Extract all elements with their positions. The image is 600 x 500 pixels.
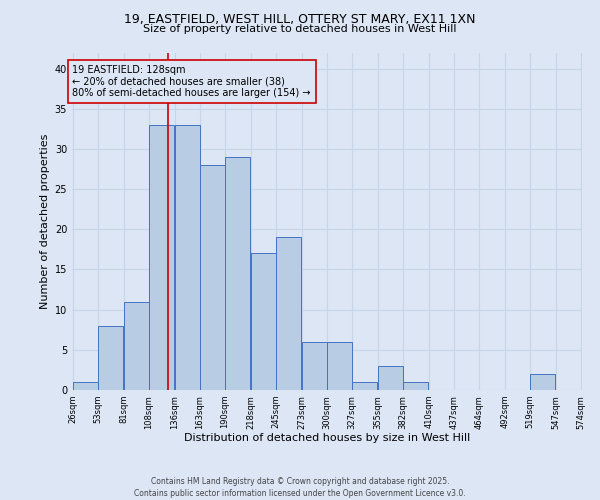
Bar [124, 302, 149, 390]
Bar [251, 254, 275, 390]
Bar [277, 238, 301, 390]
Bar [149, 125, 173, 390]
Bar [226, 157, 250, 390]
Text: 19 EASTFIELD: 128sqm
← 20% of detached houses are smaller (38)
80% of semi-detac: 19 EASTFIELD: 128sqm ← 20% of detached h… [73, 64, 311, 98]
Bar [175, 125, 200, 390]
Bar [302, 342, 326, 390]
Text: 19, EASTFIELD, WEST HILL, OTTERY ST MARY, EX11 1XN: 19, EASTFIELD, WEST HILL, OTTERY ST MARY… [124, 12, 476, 26]
Bar [98, 326, 122, 390]
Bar [328, 342, 352, 390]
Bar [403, 382, 428, 390]
Bar [379, 366, 403, 390]
Bar [73, 382, 98, 390]
Bar [200, 165, 224, 390]
Bar [352, 382, 377, 390]
X-axis label: Distribution of detached houses by size in West Hill: Distribution of detached houses by size … [184, 433, 470, 443]
Bar [530, 374, 555, 390]
Y-axis label: Number of detached properties: Number of detached properties [40, 134, 50, 309]
Text: Contains HM Land Registry data © Crown copyright and database right 2025.
Contai: Contains HM Land Registry data © Crown c… [134, 476, 466, 498]
Text: Size of property relative to detached houses in West Hill: Size of property relative to detached ho… [143, 24, 457, 34]
